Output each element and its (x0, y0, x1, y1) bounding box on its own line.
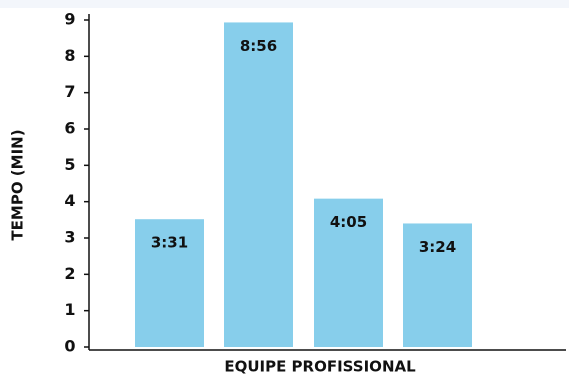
bar-data-label: 3:31 (151, 234, 188, 252)
y-tick-label: 3 (64, 228, 75, 247)
bar-data-label: 8:56 (240, 37, 277, 55)
bar-data-labels: 3:31 8:56 4:05 3:24 (151, 37, 456, 256)
y-tick-label: 9 (64, 10, 75, 29)
y-tick-label: 6 (64, 119, 75, 138)
bar (403, 223, 472, 347)
bars (135, 22, 472, 348)
y-tick-label: 1 (64, 300, 75, 319)
bar (135, 219, 204, 347)
y-tick-label: 2 (64, 264, 75, 283)
y-tick-label: 0 (64, 337, 75, 356)
y-tick-label: 5 (64, 155, 75, 174)
x-axis-title: EQUIPE PROFISSIONAL (224, 358, 416, 376)
y-tick-label: 7 (64, 82, 75, 101)
y-axis-ticks: 0 1 2 3 4 5 6 7 8 9 (64, 10, 89, 356)
y-tick-label: 4 (64, 191, 75, 210)
y-axis-title: TEMPO (MIN) (9, 129, 27, 240)
bar-data-label: 3:24 (419, 238, 456, 256)
bar-data-label: 4:05 (330, 213, 367, 231)
bar (314, 198, 383, 347)
top-band (0, 0, 569, 8)
bar (224, 22, 293, 348)
y-tick-label: 8 (64, 46, 75, 65)
